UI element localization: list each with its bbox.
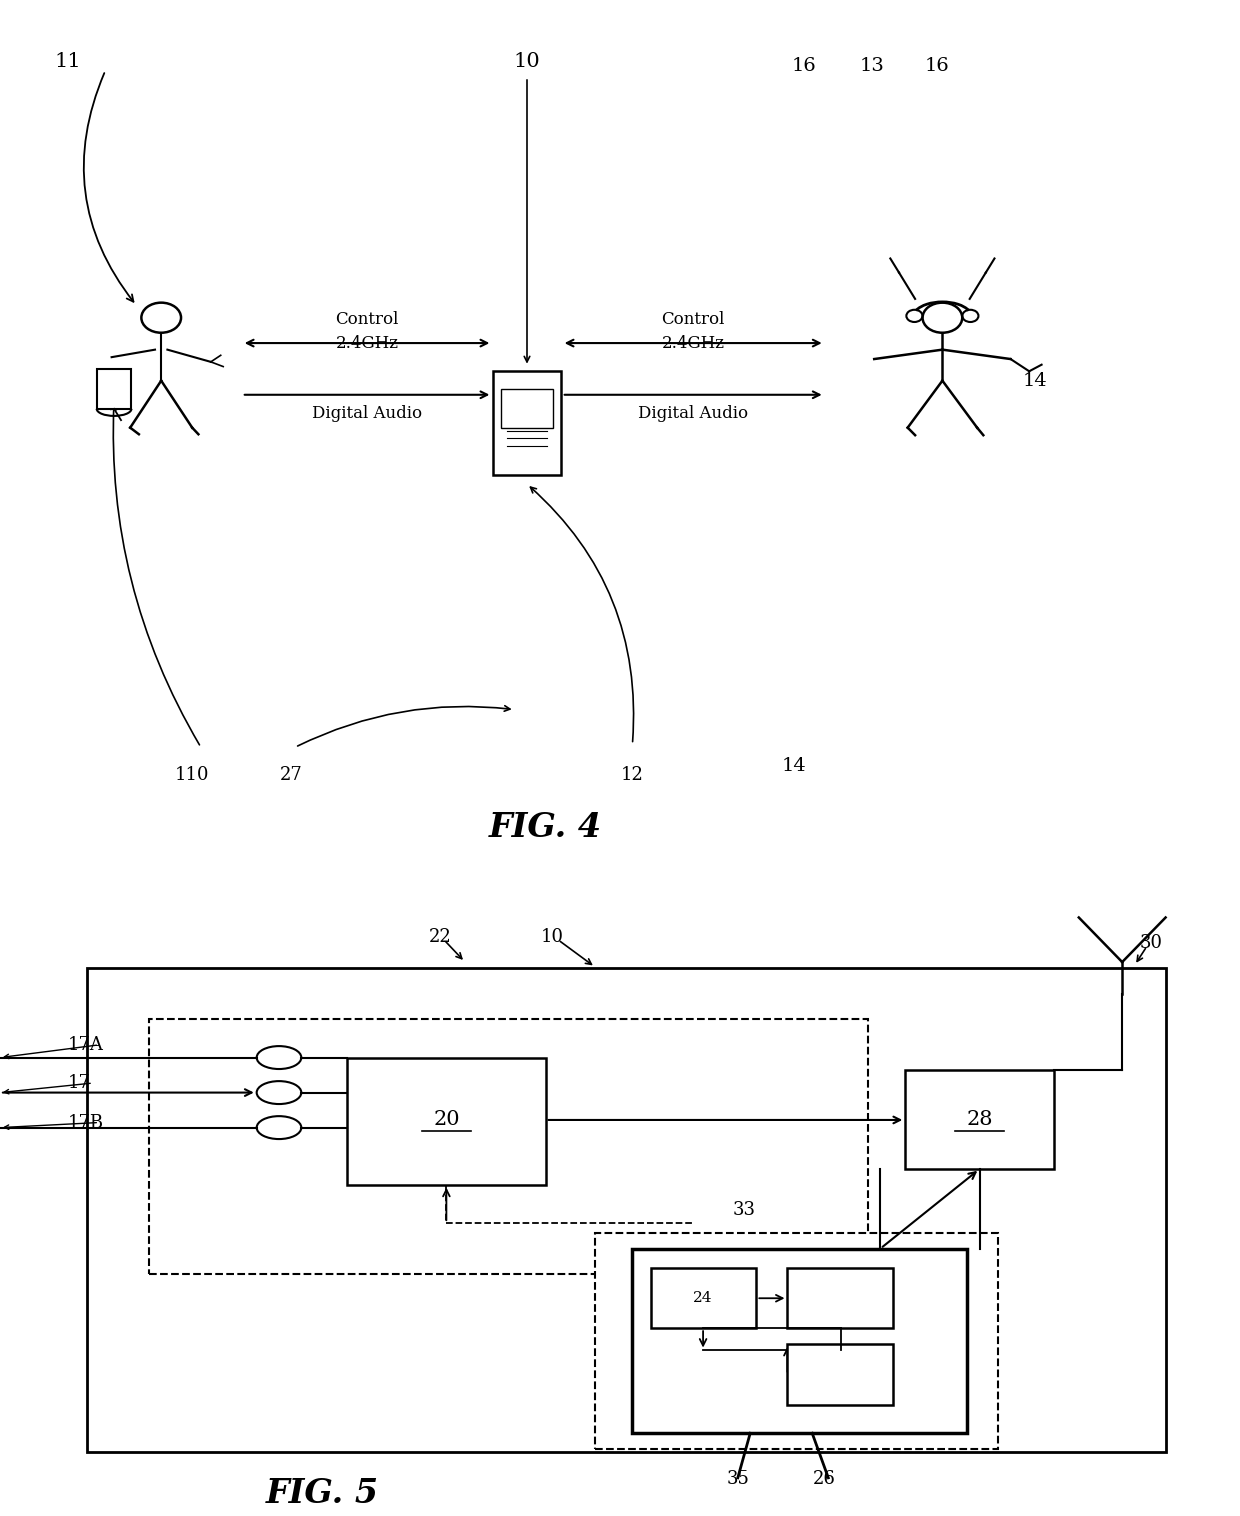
Text: FIG. 5: FIG. 5 xyxy=(265,1477,379,1510)
Bar xyxy=(347,1058,546,1186)
Bar xyxy=(492,371,560,475)
Text: 20: 20 xyxy=(433,1110,460,1129)
Bar xyxy=(632,1249,967,1433)
Text: 110: 110 xyxy=(175,767,210,784)
Bar xyxy=(787,1345,893,1404)
Text: 26: 26 xyxy=(813,1471,836,1489)
Text: 28: 28 xyxy=(966,1110,993,1129)
Text: 2.4GHz: 2.4GHz xyxy=(662,335,724,352)
Text: 13: 13 xyxy=(859,56,884,74)
Text: 17A: 17A xyxy=(68,1035,104,1054)
Text: 24: 24 xyxy=(693,1292,713,1305)
Bar xyxy=(87,969,1166,1452)
Text: Digital Audio: Digital Audio xyxy=(312,405,422,421)
Text: 10: 10 xyxy=(513,52,541,71)
Text: 10: 10 xyxy=(541,928,563,946)
Text: 27: 27 xyxy=(280,767,303,784)
Bar xyxy=(651,1267,756,1328)
Text: 33: 33 xyxy=(733,1201,755,1219)
Text: 22: 22 xyxy=(429,928,451,946)
Text: 12: 12 xyxy=(621,767,644,784)
Text: 16: 16 xyxy=(925,56,950,74)
Text: 2.4GHz: 2.4GHz xyxy=(336,335,398,352)
Bar xyxy=(787,1267,893,1328)
Bar xyxy=(905,1070,1054,1169)
Text: Digital Audio: Digital Audio xyxy=(639,405,748,421)
Bar xyxy=(149,1019,868,1273)
Bar xyxy=(97,370,131,409)
Text: Control: Control xyxy=(661,311,725,327)
Text: Control: Control xyxy=(335,311,399,327)
Text: 14: 14 xyxy=(1023,371,1048,390)
Text: 30: 30 xyxy=(1140,934,1162,952)
Text: 17: 17 xyxy=(68,1073,91,1092)
Bar xyxy=(501,388,553,428)
Text: 14: 14 xyxy=(781,756,806,775)
Bar xyxy=(595,1233,998,1449)
Text: 16: 16 xyxy=(791,56,816,74)
Text: FIG. 4: FIG. 4 xyxy=(489,811,603,843)
Text: 17B: 17B xyxy=(68,1114,104,1131)
Text: 35: 35 xyxy=(727,1471,749,1489)
Text: 11: 11 xyxy=(55,52,82,71)
